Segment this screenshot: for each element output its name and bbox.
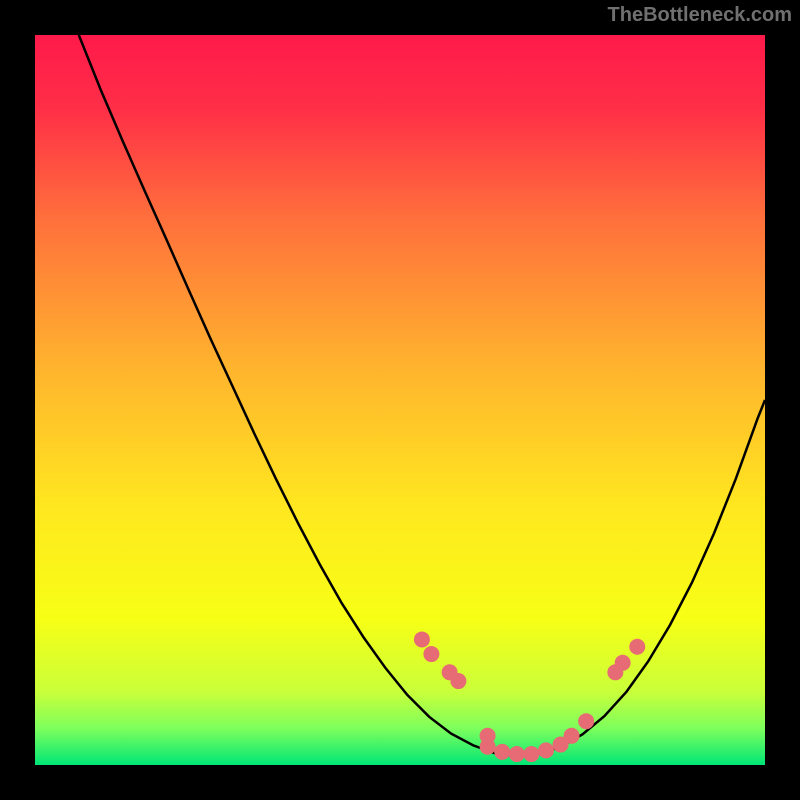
watermark-text: TheBottleneck.com	[608, 4, 792, 27]
data-marker	[450, 673, 466, 689]
curve-overlay	[35, 35, 765, 765]
bottleneck-curve	[79, 35, 765, 756]
data-marker	[494, 744, 510, 760]
data-marker	[578, 713, 594, 729]
data-marker	[538, 742, 554, 758]
data-marker	[615, 655, 631, 671]
data-marker	[564, 728, 580, 744]
data-marker	[629, 639, 645, 655]
data-marker	[509, 746, 525, 762]
plot-area	[35, 35, 765, 765]
data-marker	[423, 646, 439, 662]
data-marker	[523, 746, 539, 762]
data-marker	[414, 631, 430, 647]
data-marker	[480, 739, 496, 755]
chart-container: TheBottleneck.com	[0, 0, 800, 800]
